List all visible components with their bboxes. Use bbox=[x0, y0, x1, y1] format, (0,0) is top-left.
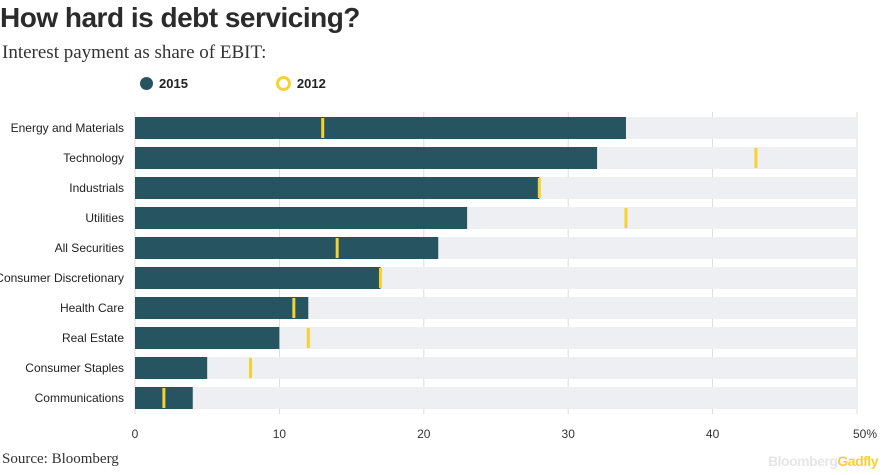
category-label-communications: Communications bbox=[35, 391, 124, 405]
bar-2015-energy-and-materials bbox=[135, 117, 626, 139]
source-note: Source: Bloomberg bbox=[2, 451, 119, 467]
marker-2012-consumer-discretionary bbox=[378, 268, 382, 288]
category-label-all-securities: All Securities bbox=[55, 241, 124, 255]
category-label-consumer-staples: Consumer Staples bbox=[25, 361, 124, 375]
brand-logo: BloombergGadfly bbox=[768, 453, 878, 469]
legend-swatch-2012 bbox=[275, 76, 291, 91]
marker-2012-all-securities bbox=[335, 238, 339, 258]
x-tick-label-4: 40 bbox=[706, 427, 720, 441]
marker-2012-health-care bbox=[292, 298, 296, 318]
category-label-utilities: Utilities bbox=[85, 211, 124, 225]
category-label-energy-and-materials: Energy and Materials bbox=[11, 121, 124, 135]
legend: 2015 2012 bbox=[140, 76, 414, 91]
marker-2012-real-estate bbox=[306, 328, 310, 348]
marker-2012-industrials bbox=[537, 178, 541, 198]
brand-part2: Gadfly bbox=[837, 453, 878, 469]
brand-part1: Bloomberg bbox=[768, 453, 838, 469]
bar-2015-consumer-discretionary bbox=[135, 267, 381, 289]
bar-2015-health-care bbox=[135, 297, 309, 319]
category-label-technology: Technology bbox=[63, 151, 124, 165]
legend-item-2012: 2012 bbox=[275, 76, 326, 91]
x-tick-label-1: 10 bbox=[273, 427, 287, 441]
category-label-industrials: Industrials bbox=[69, 181, 124, 195]
bar-2015-real-estate bbox=[135, 327, 280, 349]
bar-2015-all-securities bbox=[135, 237, 439, 259]
marker-2012-technology bbox=[754, 148, 758, 168]
category-label-consumer-discretionary: Consumer Discretionary bbox=[0, 271, 124, 285]
x-tick-label-5: 50% bbox=[853, 427, 877, 441]
x-tick-label-3: 30 bbox=[562, 427, 576, 441]
bar-2015-utilities bbox=[135, 207, 468, 229]
marker-2012-energy-and-materials bbox=[321, 118, 325, 138]
marker-2012-utilities bbox=[624, 208, 628, 228]
track-health-care bbox=[135, 297, 857, 319]
legend-label-2012: 2012 bbox=[296, 76, 326, 91]
marker-2012-communications bbox=[162, 388, 166, 408]
x-tick-label-0: 0 bbox=[132, 427, 139, 441]
chart-subtitle: Interest payment as share of EBIT: bbox=[2, 42, 267, 63]
track-consumer-staples bbox=[135, 357, 857, 379]
category-label-real-estate: Real Estate bbox=[62, 331, 124, 345]
bar-2015-consumer-staples bbox=[135, 357, 208, 379]
category-label-health-care: Health Care bbox=[60, 301, 124, 315]
legend-label-2015: 2015 bbox=[159, 76, 188, 91]
bar-2015-technology bbox=[135, 147, 598, 169]
chart-title: How hard is debt servicing? bbox=[0, 2, 360, 33]
marker-2012-consumer-staples bbox=[249, 358, 253, 378]
track-communications bbox=[135, 387, 857, 409]
track-real-estate bbox=[135, 327, 857, 349]
bar-2015-industrials bbox=[135, 177, 540, 199]
x-tick-label-2: 20 bbox=[417, 427, 431, 441]
legend-item-2015: 2015 bbox=[140, 76, 188, 91]
legend-swatch-2015 bbox=[140, 77, 153, 90]
